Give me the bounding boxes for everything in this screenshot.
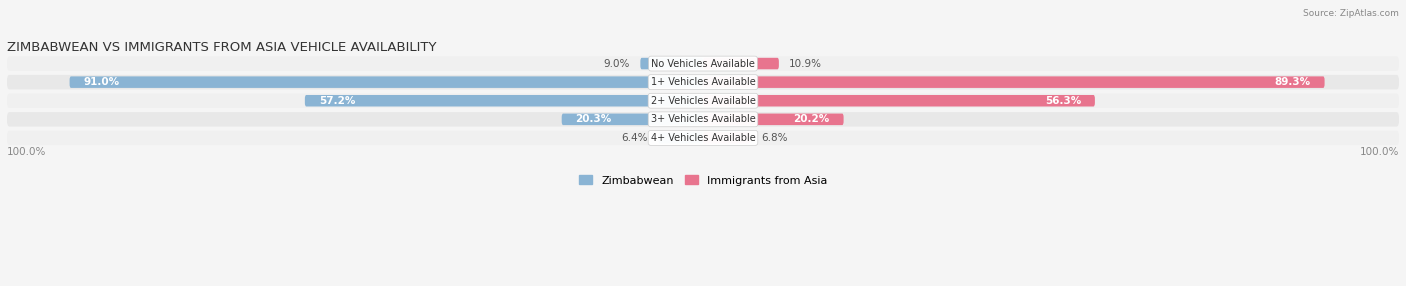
Text: 6.4%: 6.4% — [621, 133, 648, 143]
Text: 56.3%: 56.3% — [1045, 96, 1081, 106]
Text: Source: ZipAtlas.com: Source: ZipAtlas.com — [1303, 9, 1399, 17]
Text: 9.0%: 9.0% — [603, 59, 630, 69]
Text: 100.0%: 100.0% — [7, 147, 46, 157]
FancyBboxPatch shape — [7, 75, 1399, 90]
FancyBboxPatch shape — [305, 95, 703, 106]
FancyBboxPatch shape — [562, 114, 703, 125]
Text: 10.9%: 10.9% — [789, 59, 823, 69]
Text: 3+ Vehicles Available: 3+ Vehicles Available — [651, 114, 755, 124]
Text: 20.2%: 20.2% — [793, 114, 830, 124]
FancyBboxPatch shape — [640, 58, 703, 69]
FancyBboxPatch shape — [69, 76, 703, 88]
Text: 20.3%: 20.3% — [575, 114, 612, 124]
FancyBboxPatch shape — [703, 132, 751, 144]
Legend: Zimbabwean, Immigrants from Asia: Zimbabwean, Immigrants from Asia — [574, 171, 832, 190]
FancyBboxPatch shape — [7, 112, 1399, 127]
Text: No Vehicles Available: No Vehicles Available — [651, 59, 755, 69]
Text: 89.3%: 89.3% — [1274, 77, 1310, 87]
Text: 6.8%: 6.8% — [761, 133, 787, 143]
Text: 4+ Vehicles Available: 4+ Vehicles Available — [651, 133, 755, 143]
Text: 91.0%: 91.0% — [83, 77, 120, 87]
Text: 100.0%: 100.0% — [1360, 147, 1399, 157]
FancyBboxPatch shape — [7, 56, 1399, 71]
FancyBboxPatch shape — [703, 76, 1324, 88]
Text: 2+ Vehicles Available: 2+ Vehicles Available — [651, 96, 755, 106]
FancyBboxPatch shape — [7, 131, 1399, 145]
FancyBboxPatch shape — [7, 94, 1399, 108]
FancyBboxPatch shape — [703, 58, 779, 69]
FancyBboxPatch shape — [703, 114, 844, 125]
Text: ZIMBABWEAN VS IMMIGRANTS FROM ASIA VEHICLE AVAILABILITY: ZIMBABWEAN VS IMMIGRANTS FROM ASIA VEHIC… — [7, 41, 436, 54]
FancyBboxPatch shape — [703, 95, 1095, 106]
Text: 1+ Vehicles Available: 1+ Vehicles Available — [651, 77, 755, 87]
FancyBboxPatch shape — [658, 132, 703, 144]
Text: 57.2%: 57.2% — [319, 96, 356, 106]
